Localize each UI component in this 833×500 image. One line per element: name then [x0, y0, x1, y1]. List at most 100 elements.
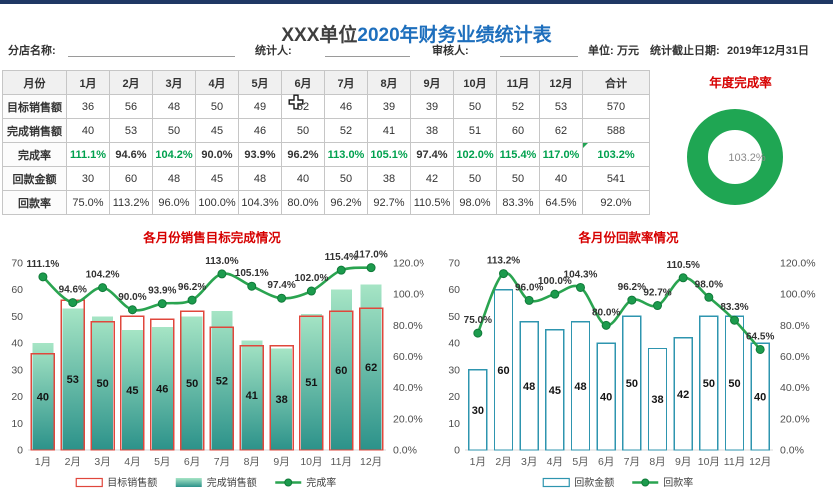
- table-cell[interactable]: 49: [238, 94, 282, 119]
- stats-table[interactable]: 月份 1月 2月 3月 4月 5月 6月 7月 8月 9月 10月 11月 12月 合计目标销售额 36 56…: [2, 70, 650, 215]
- table-cell[interactable]: 42: [410, 166, 454, 191]
- column-header[interactable]: 8月: [367, 70, 411, 95]
- table-cell[interactable]: 113.0%: [324, 142, 368, 167]
- corner-header[interactable]: 月份: [2, 70, 67, 95]
- table-cell[interactable]: 90.0%: [195, 142, 239, 167]
- table-cell[interactable]: 105.1%: [367, 142, 411, 167]
- table-cell[interactable]: 39: [367, 94, 411, 119]
- svg-text:10: 10: [448, 418, 460, 430]
- table-cell[interactable]: 103.2%: [582, 142, 650, 167]
- table-cell[interactable]: 30: [66, 166, 110, 191]
- row-header[interactable]: 完成率: [2, 142, 67, 167]
- column-header[interactable]: 2月: [109, 70, 153, 95]
- table-cell[interactable]: 96.0%: [152, 190, 196, 215]
- table-cell[interactable]: 111.1%: [66, 142, 110, 167]
- table-cell[interactable]: 52: [496, 94, 540, 119]
- table-cell[interactable]: 52: [324, 118, 368, 143]
- column-header[interactable]: 5月: [238, 70, 282, 95]
- svg-text:120.0%: 120.0%: [393, 258, 424, 270]
- column-header[interactable]: 10月: [453, 70, 497, 95]
- table-cell[interactable]: 45: [195, 166, 239, 191]
- table-cell[interactable]: 41: [367, 118, 411, 143]
- table-cell[interactable]: 97.4%: [410, 142, 454, 167]
- table-cell[interactable]: 40: [281, 166, 325, 191]
- collection-rate-chart[interactable]: 各月份回款率情况 0 10 20 30 40 50 60 70 0.0% 20.0% 40.0% 60…: [424, 222, 833, 500]
- svg-text:11月: 11月: [724, 456, 745, 468]
- column-header[interactable]: 12月: [539, 70, 583, 95]
- table-cell[interactable]: 98.0%: [453, 190, 497, 215]
- table-cell[interactable]: 115.4%: [496, 142, 540, 167]
- table-cell[interactable]: 92.0%: [582, 190, 650, 215]
- table-cell[interactable]: 117.0%: [539, 142, 583, 167]
- svg-text:120.0%: 120.0%: [780, 258, 816, 270]
- sales-target-chart[interactable]: 各月份销售目标完成情况 0 10 20 30 40 50 60 70 0.0% 20.0% 40.0…: [0, 222, 424, 500]
- statistician-field[interactable]: [325, 42, 410, 57]
- row-header[interactable]: 完成销售额: [2, 118, 67, 143]
- svg-text:51: 51: [305, 377, 317, 389]
- column-header[interactable]: 1月: [66, 70, 110, 95]
- table-cell[interactable]: 50: [324, 166, 368, 191]
- table-cell[interactable]: 50: [281, 118, 325, 143]
- table-cell[interactable]: 48: [152, 94, 196, 119]
- table-cell[interactable]: 56: [109, 94, 153, 119]
- column-header[interactable]: 3月: [152, 70, 196, 95]
- table-cell[interactable]: 104.3%: [238, 190, 282, 215]
- table-cell[interactable]: 53: [539, 94, 583, 119]
- table-cell[interactable]: 570: [582, 94, 650, 119]
- table-cell[interactable]: 113.2%: [109, 190, 153, 215]
- table-cell[interactable]: 50: [152, 118, 196, 143]
- svg-text:0: 0: [454, 445, 460, 457]
- table-cell[interactable]: 46: [238, 118, 282, 143]
- table-cell[interactable]: 46: [324, 94, 368, 119]
- column-header[interactable]: 合计: [582, 70, 650, 95]
- table-cell[interactable]: 541: [582, 166, 650, 191]
- table-cell[interactable]: 48: [152, 166, 196, 191]
- branch-name-field[interactable]: [68, 42, 235, 57]
- table-cell[interactable]: 38: [367, 166, 411, 191]
- table-cell[interactable]: 94.6%: [109, 142, 153, 167]
- table-cell[interactable]: 588: [582, 118, 650, 143]
- table-cell[interactable]: 38: [410, 118, 454, 143]
- svg-text:20.0%: 20.0%: [393, 413, 423, 425]
- table-cell[interactable]: 60: [496, 118, 540, 143]
- table-cell[interactable]: 36: [66, 94, 110, 119]
- table-cell[interactable]: 75.0%: [66, 190, 110, 215]
- row-header[interactable]: 回款金额: [2, 166, 67, 191]
- table-cell[interactable]: 50: [496, 166, 540, 191]
- table-cell[interactable]: 53: [109, 118, 153, 143]
- table-cell[interactable]: 62: [539, 118, 583, 143]
- table-cell[interactable]: 96.2%: [281, 142, 325, 167]
- table-cell[interactable]: 45: [195, 118, 239, 143]
- table-cell[interactable]: 96.2%: [324, 190, 368, 215]
- svg-text:94.6%: 94.6%: [59, 285, 87, 296]
- table-cell[interactable]: 51: [453, 118, 497, 143]
- column-header[interactable]: 7月: [324, 70, 368, 95]
- table-cell[interactable]: 50: [453, 94, 497, 119]
- row-header[interactable]: 回款率: [2, 190, 67, 215]
- svg-text:目标销售额: 目标销售额: [107, 476, 157, 489]
- table-cell[interactable]: 50: [453, 166, 497, 191]
- table-cell[interactable]: 102.0%: [453, 142, 497, 167]
- table-cell[interactable]: 50: [195, 94, 239, 119]
- reviewer-field[interactable]: [500, 42, 578, 57]
- table-cell[interactable]: 40: [539, 166, 583, 191]
- table-cell[interactable]: 110.5%: [410, 190, 454, 215]
- row-header[interactable]: 目标销售额: [2, 94, 67, 119]
- table-cell[interactable]: 48: [238, 166, 282, 191]
- column-header[interactable]: 9月: [410, 70, 454, 95]
- table-cell[interactable]: 104.2%: [152, 142, 196, 167]
- table-cell[interactable]: 39: [410, 94, 454, 119]
- annual-completion-panel[interactable]: 年度完成率 103.2%: [648, 66, 833, 238]
- column-header[interactable]: 6月: [281, 70, 325, 95]
- table-cell[interactable]: 92.7%: [367, 190, 411, 215]
- table-cell[interactable]: 83.3%: [496, 190, 540, 215]
- table-cell[interactable]: 60: [109, 166, 153, 191]
- column-header[interactable]: 4月: [195, 70, 239, 95]
- table-cell[interactable]: 40: [66, 118, 110, 143]
- table-cell[interactable]: 80.0%: [281, 190, 325, 215]
- table-cell[interactable]: 64.5%: [539, 190, 583, 215]
- svg-text:92.7%: 92.7%: [643, 288, 671, 299]
- column-header[interactable]: 11月: [496, 70, 540, 95]
- table-cell[interactable]: 100.0%: [195, 190, 239, 215]
- table-cell[interactable]: 93.9%: [238, 142, 282, 167]
